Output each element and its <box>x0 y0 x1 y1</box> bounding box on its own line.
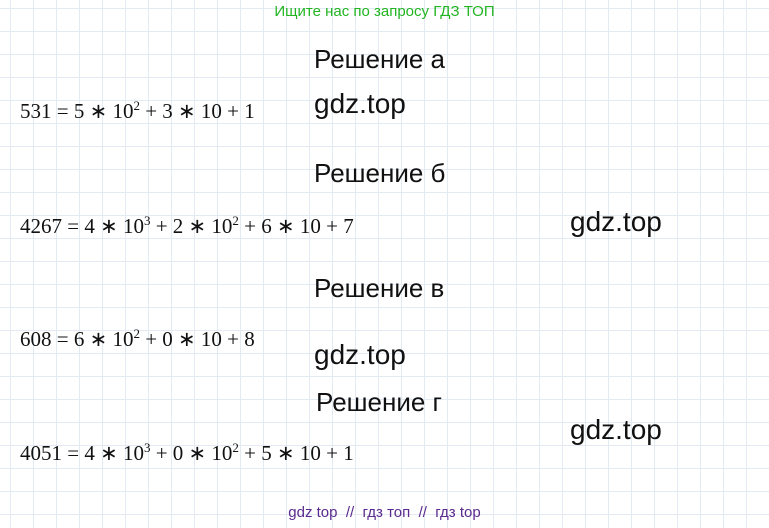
exponent: 3 <box>143 440 151 455</box>
eq-part: + 6 ∗ 10 + 7 <box>238 214 354 238</box>
exponent: 3 <box>143 213 151 228</box>
watermark: gdz.top <box>314 88 406 119</box>
exponent: 2 <box>232 440 239 455</box>
eq-part: + 0 ∗ 10 <box>150 441 233 465</box>
eq-part: + 2 ∗ 10 <box>150 214 233 238</box>
heading: Решение а <box>314 44 446 74</box>
watermark: gdz.top <box>314 339 406 370</box>
footer: gdz top // гдз топ // гдз top <box>288 504 481 521</box>
heading: Решение в <box>314 273 445 303</box>
eq-part: 608 = 6 ∗ 10 <box>20 327 134 351</box>
watermark: gdz.top <box>570 414 662 445</box>
heading: Решение б <box>314 158 446 188</box>
exponent: 2 <box>133 98 140 113</box>
equation: 4051 = 4 ∗ 103 + 0 ∗ 102 + 5 ∗ 10 + 1 <box>20 440 354 466</box>
equation: 531 = 5 ∗ 102 + 3 ∗ 10 + 1 <box>20 98 255 124</box>
exponent: 2 <box>232 213 239 228</box>
heading: Решение г <box>316 387 443 417</box>
eq-part: + 0 ∗ 10 + 8 <box>139 327 255 351</box>
equation: 608 = 6 ∗ 102 + 0 ∗ 10 + 8 <box>20 326 255 352</box>
exponent: 2 <box>133 326 140 341</box>
equation: 4267 = 4 ∗ 103 + 2 ∗ 102 + 6 ∗ 10 + 7 <box>20 213 354 239</box>
eq-part: 531 = 5 ∗ 10 <box>20 99 134 123</box>
eq-part: 4267 = 4 ∗ 10 <box>20 214 144 238</box>
eq-part: + 5 ∗ 10 + 1 <box>238 441 354 465</box>
header: Ищите нас по запросу ГДЗ ТОП <box>274 3 495 20</box>
eq-part: 4051 = 4 ∗ 10 <box>20 441 144 465</box>
eq-part: + 3 ∗ 10 + 1 <box>139 99 255 123</box>
watermark: gdz.top <box>570 206 662 237</box>
